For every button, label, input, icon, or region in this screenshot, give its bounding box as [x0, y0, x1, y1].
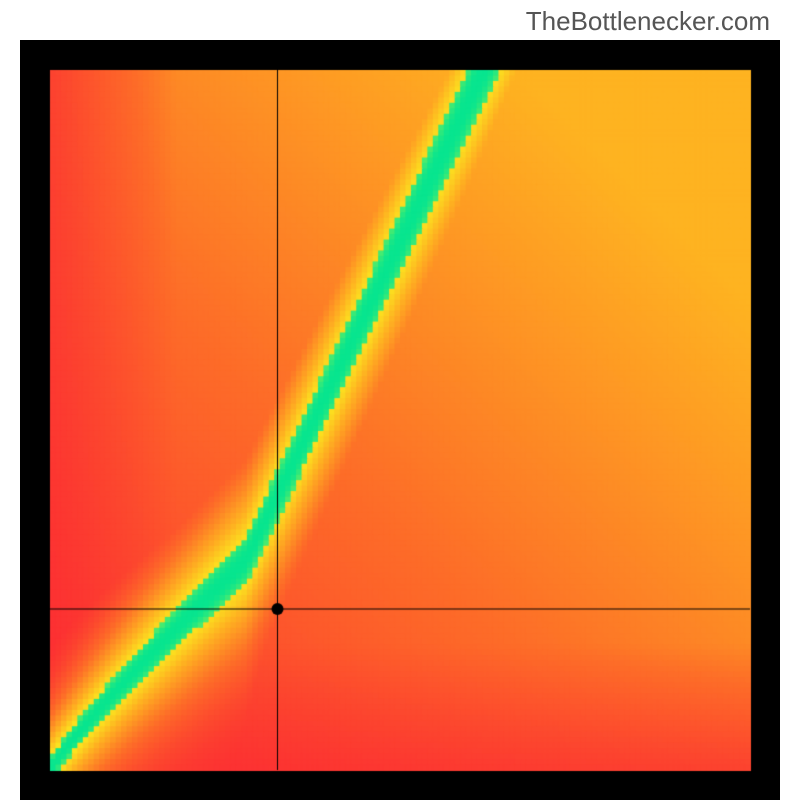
watermark-text: TheBottlenecker.com [526, 6, 770, 37]
bottleneck-heatmap [20, 40, 780, 800]
